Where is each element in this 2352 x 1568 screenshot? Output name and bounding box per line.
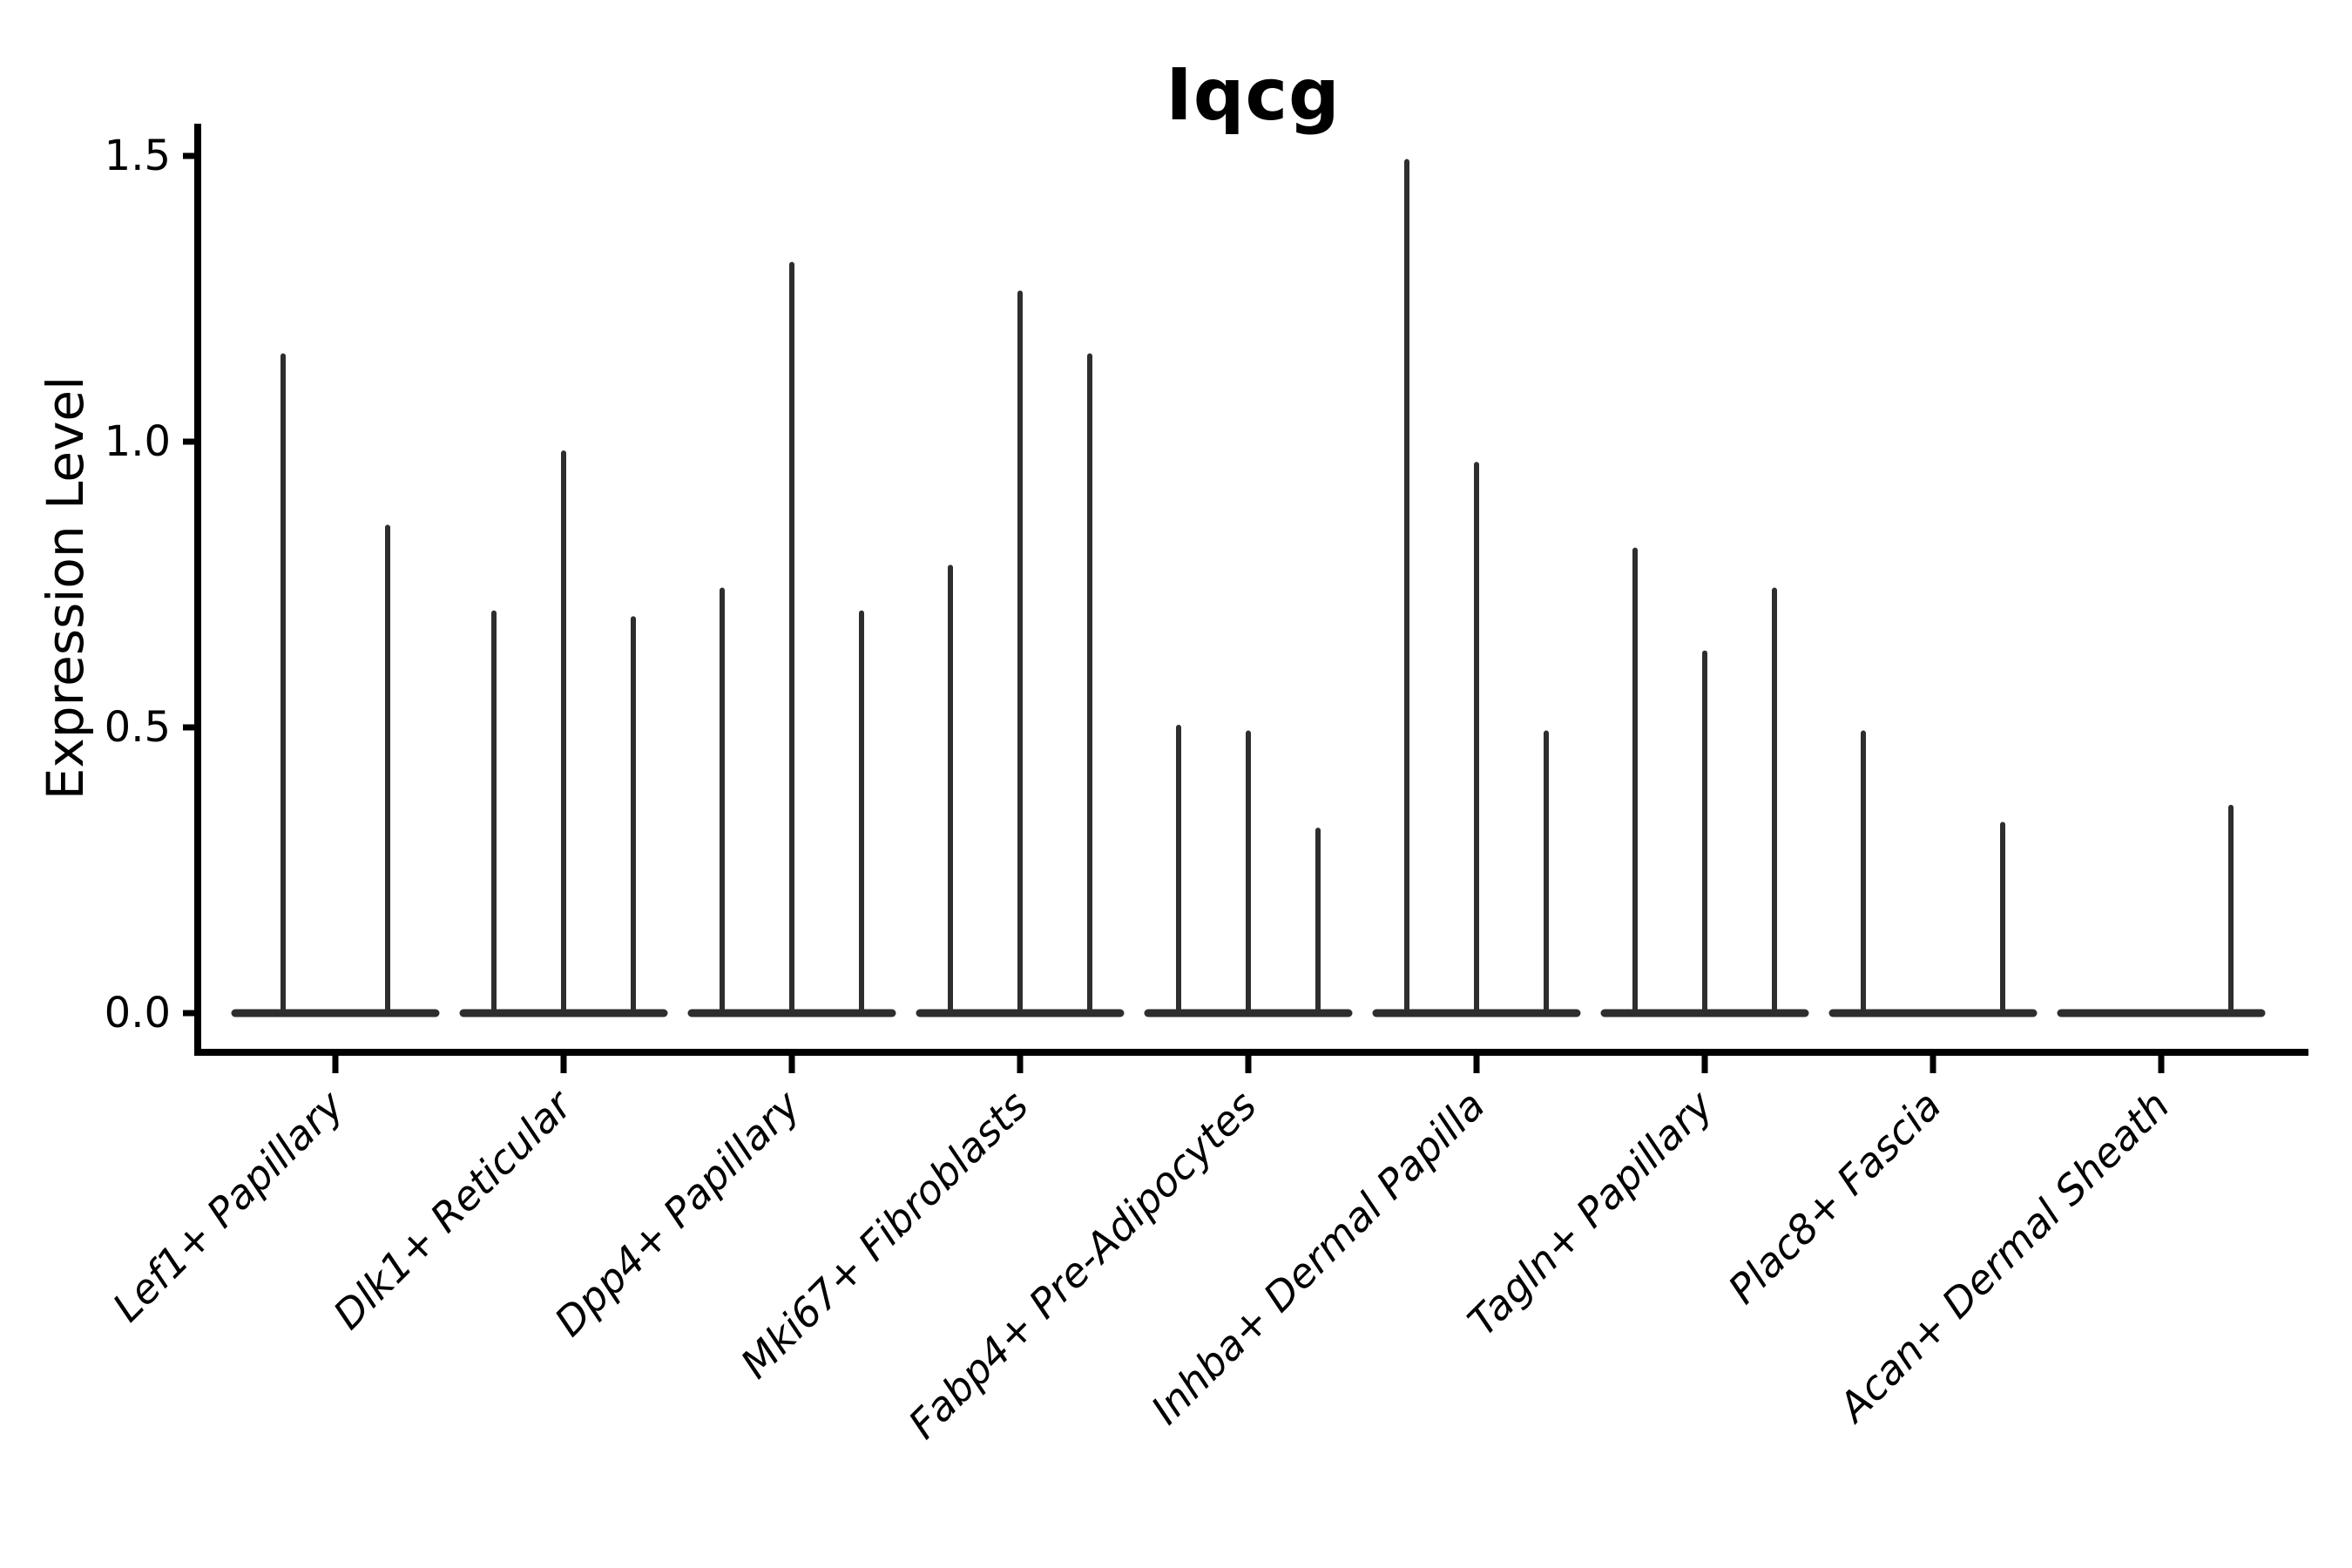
y-tick-label: 1.5 [105,132,171,180]
y-tick-label: 0.5 [105,703,171,752]
x-tick-label: Tagln+ Papillary [1458,1081,1722,1345]
y-tick-label: 0.0 [105,989,171,1037]
x-tick-label: Dpp4+ Papillary [545,1081,809,1345]
y-tick-label: 1.0 [105,417,171,466]
x-tick-label: Lef1+ Papillary [104,1081,353,1330]
x-tick-label: Plac8+ Fascia [1719,1082,1950,1313]
chart-title: Iqcg [1166,54,1341,137]
x-tick-label: Dlk1+ Reticular [324,1079,583,1338]
